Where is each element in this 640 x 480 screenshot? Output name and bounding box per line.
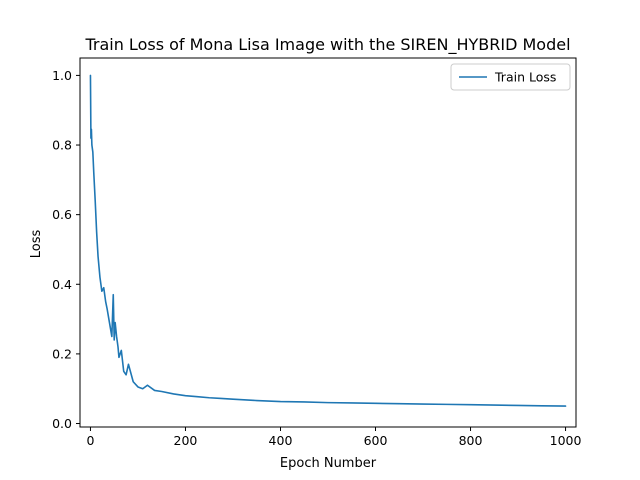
y-tick-label: 0.2 [52,346,72,361]
x-axis-ticks: 0 200 400 600 800 1000 [86,427,582,448]
y-tick-label: 0.0 [52,416,72,431]
x-tick-label: 200 [174,433,198,448]
x-tick-label: 1000 [550,433,582,448]
axes-frame [79,57,577,428]
plot-area [79,57,577,428]
y-axis-label: Loss [29,230,44,259]
x-axis-label: Epoch Number [280,456,377,471]
x-tick-label: 600 [364,433,388,448]
series-line-0 [89,74,567,407]
y-tick-label: 1.0 [52,68,72,83]
x-tick-label: 0 [86,433,94,448]
y-tick-label: 0.8 [52,138,72,153]
chart-title: Train Loss of Mona Lisa Image with the S… [84,35,570,55]
legend-label: Train Loss [494,70,556,85]
y-tick-label: 0.4 [52,277,72,292]
legend: Train Loss [450,63,571,91]
y-tick-label: 0.6 [52,207,72,222]
x-tick-label: 400 [269,433,293,448]
legend-box [450,63,571,91]
x-tick-label: 800 [459,433,483,448]
y-axis-ticks: 0.0 0.2 0.4 0.6 0.8 1.0 [52,68,80,431]
